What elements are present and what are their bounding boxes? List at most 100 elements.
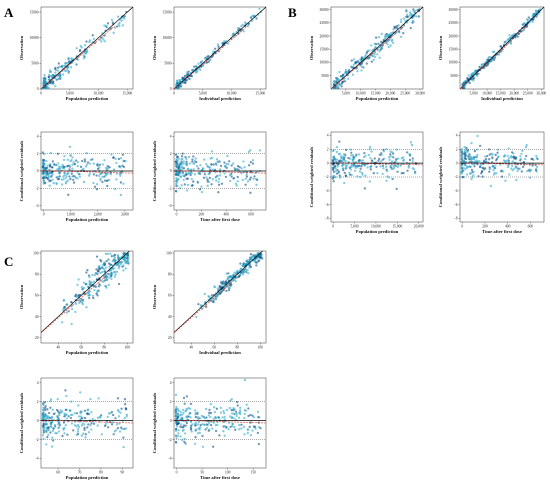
y-tick-label: 4 [170, 381, 172, 385]
data-point [90, 428, 93, 431]
data-point [117, 262, 120, 265]
data-point [334, 164, 337, 168]
data-point [243, 416, 246, 420]
data-point [118, 265, 121, 268]
data-point [417, 15, 421, 18]
data-point [222, 409, 225, 413]
data-point [196, 412, 199, 415]
data-point [470, 141, 473, 145]
data-point [65, 61, 69, 65]
data-point [215, 158, 219, 161]
data-point [248, 425, 251, 428]
loess-line [41, 170, 133, 174]
data-point [496, 148, 500, 151]
data-point [48, 411, 51, 415]
data-point [203, 173, 207, 176]
data-point [66, 303, 69, 306]
data-point [111, 21, 114, 24]
data-point [336, 165, 339, 168]
data-point [85, 306, 88, 309]
plot-area [331, 140, 423, 191]
data-point [184, 155, 187, 159]
y-tick-label: 10000 [320, 61, 329, 65]
data-point [200, 414, 203, 418]
data-point [174, 189, 178, 193]
data-point [399, 164, 402, 167]
data-point [226, 275, 230, 279]
data-point [369, 165, 372, 169]
data-point [199, 304, 203, 307]
data-point [204, 407, 208, 411]
data-point [236, 404, 239, 407]
data-point [61, 163, 64, 167]
y-tick-label: 0 [37, 419, 39, 423]
x-tick-label: 600 [248, 213, 254, 217]
data-point [374, 36, 378, 39]
data-point [204, 300, 207, 304]
data-point [185, 157, 188, 161]
data-point [379, 44, 382, 47]
data-point [480, 172, 483, 175]
data-point [411, 157, 414, 160]
data-point [96, 272, 99, 276]
data-point [57, 177, 60, 181]
data-point [49, 179, 52, 182]
data-point [334, 158, 337, 161]
data-point [182, 396, 186, 400]
data-point [113, 26, 117, 29]
x-tick-label: 1,000 [67, 213, 75, 218]
data-point [485, 58, 489, 62]
data-point [468, 165, 471, 168]
data-point [212, 50, 215, 53]
data-point [107, 276, 111, 279]
data-point [372, 58, 375, 61]
data-point [98, 415, 102, 418]
data-point [119, 181, 123, 184]
data-point [105, 24, 108, 28]
data-point [63, 412, 66, 415]
data-point [185, 160, 188, 163]
data-point [223, 161, 226, 164]
data-point [214, 297, 218, 301]
data-point [494, 153, 497, 157]
identity-line [41, 251, 130, 333]
data-point [343, 80, 347, 83]
data-point [118, 256, 121, 260]
data-point [207, 172, 210, 176]
data-point [477, 175, 480, 178]
data-point [475, 155, 478, 159]
data-point [100, 433, 103, 436]
data-point [48, 163, 51, 166]
data-point [182, 426, 185, 429]
data-point [42, 401, 45, 405]
data-point [203, 292, 206, 296]
data-point [61, 434, 64, 438]
data-point [182, 178, 185, 182]
x-tick-label: 10,000 [482, 92, 492, 97]
data-point [190, 177, 193, 181]
data-point [185, 395, 189, 398]
data-point [349, 157, 352, 160]
data-point [212, 163, 215, 166]
x-axis-label: Population prediction [66, 217, 109, 222]
data-point [238, 423, 241, 427]
data-point [500, 175, 504, 178]
data-point [109, 252, 112, 255]
data-point [80, 46, 83, 49]
data-point [69, 409, 72, 412]
x-tick-label: 15,000 [371, 92, 381, 97]
data-point [460, 154, 463, 157]
data-point [212, 406, 216, 409]
data-point [244, 268, 247, 271]
data-point [189, 402, 193, 406]
data-point [213, 285, 216, 288]
data-point [385, 32, 388, 36]
data-point [77, 278, 80, 281]
data-point [83, 416, 87, 420]
data-point [207, 429, 210, 432]
data-point [217, 45, 220, 48]
data-point [375, 42, 378, 46]
data-point [175, 405, 178, 409]
data-point [66, 179, 70, 182]
